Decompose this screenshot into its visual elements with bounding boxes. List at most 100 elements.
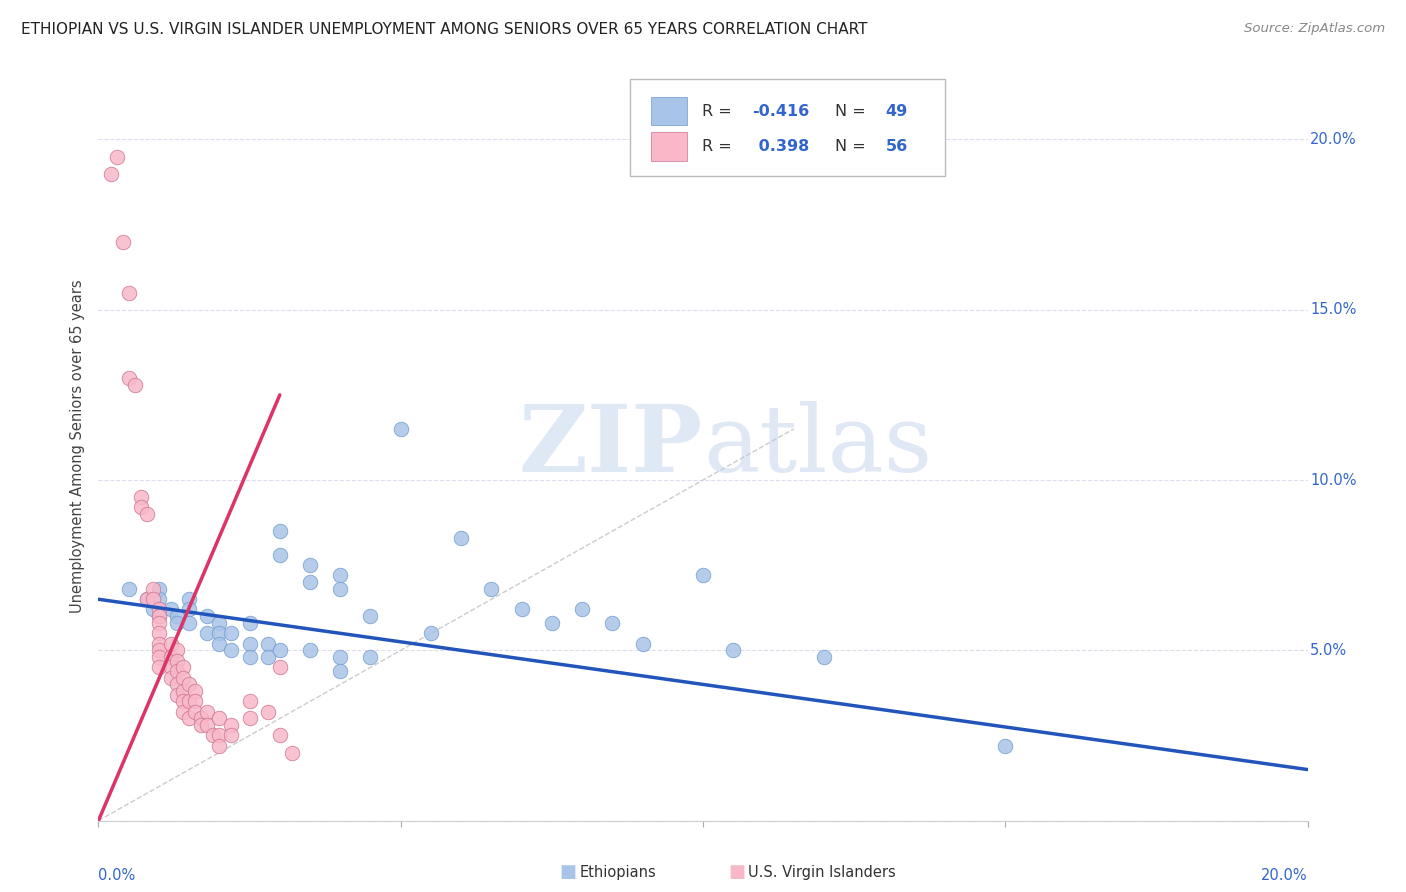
Point (195, 626, 218, 640)
Text: atlas: atlas (703, 401, 932, 491)
Point (184, 684, 207, 698)
Text: 5.0%: 5.0% (1310, 643, 1347, 657)
Point (269, 524, 291, 538)
Point (723, 643, 745, 657)
Point (269, 643, 291, 657)
Point (148, 660, 170, 674)
Text: 49: 49 (886, 103, 908, 119)
Point (195, 705, 218, 719)
Text: ■: ■ (560, 863, 576, 881)
Point (118, 371, 141, 385)
Point (166, 609, 188, 624)
Point (190, 711, 212, 725)
Point (208, 711, 231, 725)
Text: R =: R = (702, 103, 737, 119)
Point (100, 167, 122, 181)
Point (208, 739, 231, 753)
Point (540, 616, 562, 631)
Text: Ethiopians: Ethiopians (579, 865, 657, 880)
Point (118, 582, 141, 596)
Point (329, 582, 352, 596)
Point (329, 650, 352, 665)
Point (692, 568, 714, 582)
Point (571, 602, 593, 616)
Text: -0.416: -0.416 (752, 103, 810, 119)
FancyBboxPatch shape (630, 78, 945, 177)
Point (360, 650, 382, 665)
Text: 0.398: 0.398 (752, 139, 808, 153)
Point (202, 729, 225, 743)
Point (172, 694, 194, 708)
Point (299, 643, 322, 657)
Point (510, 602, 533, 616)
Point (148, 582, 170, 596)
Text: N =: N = (835, 103, 870, 119)
Point (299, 558, 322, 573)
Point (166, 654, 188, 668)
Point (135, 507, 157, 521)
Point (166, 688, 188, 702)
Y-axis label: Unemployment Among Seniors over 65 years: Unemployment Among Seniors over 65 years (70, 279, 86, 613)
Point (166, 616, 188, 631)
Point (208, 636, 231, 650)
Point (190, 718, 212, 732)
Point (256, 650, 278, 665)
Point (208, 616, 231, 631)
Text: N =: N = (835, 139, 870, 153)
Point (172, 684, 194, 698)
Point (221, 718, 243, 732)
Point (450, 531, 472, 545)
Point (269, 660, 291, 674)
Point (142, 602, 165, 616)
Text: 15.0%: 15.0% (1310, 302, 1357, 318)
Point (602, 616, 624, 631)
Point (239, 694, 262, 708)
Point (994, 739, 1017, 753)
Point (208, 729, 231, 743)
Text: 0.0%: 0.0% (98, 868, 135, 883)
Point (299, 575, 322, 590)
Point (269, 548, 291, 562)
Point (208, 626, 231, 640)
Point (179, 711, 201, 725)
Point (166, 643, 188, 657)
Point (256, 705, 278, 719)
Point (135, 592, 157, 607)
Point (160, 650, 183, 665)
Point (160, 671, 183, 685)
Point (195, 718, 218, 732)
Point (239, 650, 262, 665)
Point (148, 602, 170, 616)
Point (166, 664, 188, 678)
Point (148, 609, 170, 624)
Point (239, 711, 262, 725)
Point (221, 729, 243, 743)
Point (148, 650, 170, 665)
Text: R =: R = (702, 139, 737, 153)
Point (172, 705, 194, 719)
Point (184, 694, 207, 708)
Point (221, 626, 243, 640)
Point (179, 602, 201, 616)
Point (160, 602, 183, 616)
Point (148, 616, 170, 631)
Point (172, 671, 194, 685)
Point (329, 664, 352, 678)
Point (360, 609, 382, 624)
Text: 20.0%: 20.0% (1261, 868, 1308, 883)
Point (221, 643, 243, 657)
Point (142, 592, 165, 607)
Point (160, 660, 183, 674)
Point (239, 636, 262, 650)
Text: ZIP: ZIP (519, 401, 703, 491)
Text: 20.0%: 20.0% (1310, 132, 1357, 147)
Point (142, 582, 165, 596)
Point (420, 626, 443, 640)
Text: 56: 56 (886, 139, 908, 153)
Point (105, 149, 128, 163)
Point (129, 500, 152, 515)
Point (172, 660, 194, 674)
Point (160, 636, 183, 650)
Point (281, 746, 304, 760)
Point (179, 694, 201, 708)
